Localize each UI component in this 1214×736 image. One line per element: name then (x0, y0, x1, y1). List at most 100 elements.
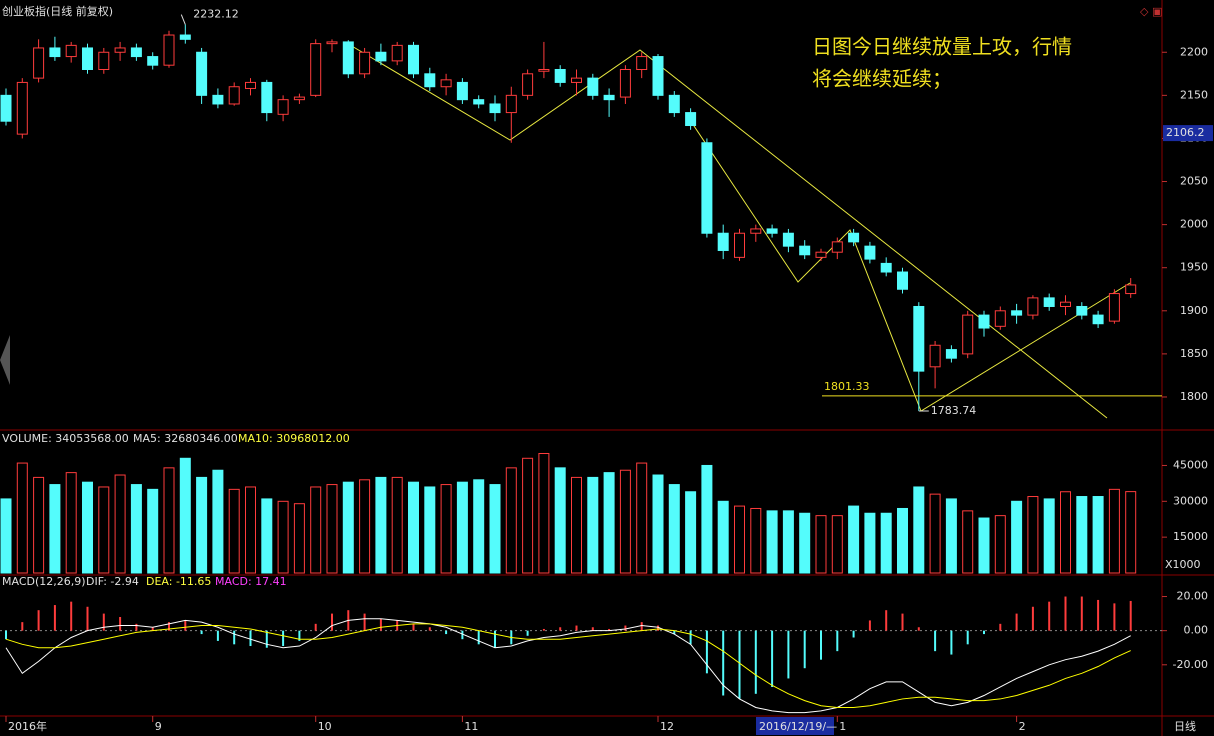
candle-body (652, 56, 664, 96)
candle-body (929, 344, 941, 368)
y-tick-label: 1850 (1180, 347, 1208, 360)
candle-body (505, 94, 517, 114)
candle-body (391, 44, 403, 62)
candle-body (962, 314, 974, 355)
volume-bar (717, 500, 729, 574)
volume-bar (49, 484, 61, 574)
chart-title: 创业板指(日线 前复权) (2, 4, 113, 18)
volume-bar (310, 486, 322, 574)
volume-bar (375, 476, 387, 574)
cursor-price: 2106.2 (1166, 126, 1205, 139)
period-label[interactable]: 日线 (1174, 719, 1196, 733)
candle-body (1108, 293, 1120, 322)
volume-bar (619, 469, 631, 574)
volume-bar (848, 505, 860, 574)
candle-body (440, 79, 452, 88)
candle-body (196, 51, 208, 96)
volume-bar (147, 488, 159, 574)
candle-body (994, 310, 1006, 327)
candle-body (815, 251, 827, 258)
volume-bar (864, 512, 876, 574)
volume-bar (277, 500, 289, 574)
candle-body (16, 81, 28, 135)
candle-body (65, 44, 77, 58)
y-tick-label: 45000 (1173, 458, 1208, 471)
volume-bar (1125, 491, 1137, 574)
volume-bar (293, 503, 305, 574)
volume-bar (424, 486, 436, 574)
candle-body (147, 56, 159, 66)
candle-body (261, 81, 273, 114)
volume-bar (196, 476, 208, 574)
candle-body (228, 86, 240, 105)
volume-bar (98, 486, 110, 574)
volume-bar (489, 484, 501, 574)
volume-bar (440, 484, 452, 574)
candle-body (978, 314, 990, 329)
candle-body (913, 305, 925, 372)
candle-body (880, 262, 892, 273)
candle-body (522, 73, 534, 96)
volume-bar (342, 481, 354, 574)
volume-bar (880, 512, 892, 574)
candle-body (82, 47, 93, 70)
side-tab[interactable] (0, 335, 10, 385)
candle-body (163, 34, 175, 66)
candle-body (326, 41, 338, 45)
volume-ma5: MA5: 32680346.00 (133, 432, 238, 445)
candle-body (277, 99, 289, 115)
candle-body (554, 68, 566, 83)
candle-body (359, 51, 371, 75)
volume-bar (750, 507, 762, 574)
candle-body (782, 232, 794, 247)
candle-body (424, 73, 436, 88)
volume-bar (114, 474, 126, 574)
high-label: 2232.12 (193, 8, 239, 21)
volume-bar (978, 517, 990, 574)
candle-body (538, 68, 550, 72)
volume-bar (33, 476, 45, 574)
candle-body (897, 271, 908, 290)
volume-bar (65, 472, 77, 574)
candle-body (456, 81, 468, 101)
candle-body (293, 96, 305, 101)
annotation: 将会继续延续； (812, 67, 952, 91)
volume-bar (831, 515, 843, 574)
x-tick-label: 11 (464, 720, 478, 733)
candle-body (98, 51, 110, 70)
volume-bar (766, 510, 778, 574)
candle-body (750, 228, 762, 234)
volume-bar (130, 484, 142, 574)
low-label: 1783.74 (931, 404, 977, 417)
volume-unit: X1000 (1165, 558, 1201, 571)
volume-bar (668, 484, 680, 574)
volume-bar (1043, 498, 1055, 574)
volume-bar (636, 462, 648, 574)
volume-bar (179, 457, 191, 574)
candle-body (799, 245, 811, 256)
volume-bar (587, 476, 599, 574)
candle-body (1060, 301, 1071, 307)
cursor-date: 2016/12/19/— (759, 720, 837, 733)
trend-line (344, 41, 1108, 419)
y-tick-label: 2050 (1180, 175, 1208, 188)
volume-bar (212, 469, 224, 574)
candle-body (408, 44, 419, 75)
candle-body (49, 47, 61, 58)
candle-body (1043, 297, 1055, 307)
corner-icon[interactable]: ◇ ▣ (1140, 5, 1162, 18)
y-tick-label: 1950 (1180, 261, 1208, 274)
volume-bar (16, 462, 28, 574)
volume-bar (408, 481, 419, 574)
x-tick-label: 1 (839, 720, 846, 733)
volume-bar (571, 476, 582, 574)
candle-body (587, 77, 599, 96)
candle-body (571, 77, 582, 83)
volume-bar (522, 457, 534, 574)
candle-body (831, 241, 843, 253)
volume-bar (473, 479, 485, 574)
y-tick-label: 1800 (1180, 390, 1208, 403)
volume-bar (82, 481, 93, 574)
volume-bar (326, 484, 338, 574)
volume-bar (538, 453, 550, 574)
